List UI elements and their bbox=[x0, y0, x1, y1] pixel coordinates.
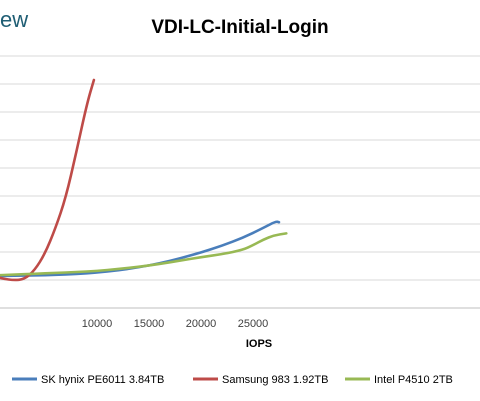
series-group bbox=[0, 78, 288, 282]
legend-label: Samsung 983 1.92TB bbox=[222, 374, 328, 386]
x-axis-label: IOPS bbox=[246, 338, 272, 350]
legend-label: Intel P4510 2TB bbox=[374, 374, 453, 386]
legend-label: SK hynix PE6011 3.84TB bbox=[41, 374, 164, 386]
x-tick-label: 25000 bbox=[238, 318, 269, 330]
x-tick-label: 20000 bbox=[186, 318, 217, 330]
x-tick-label: 15000 bbox=[134, 318, 165, 330]
series-line-2 bbox=[0, 78, 96, 282]
brand-logo-fragment: ew bbox=[0, 7, 28, 32]
gridlines bbox=[0, 55, 480, 309]
series-line-3 bbox=[0, 232, 288, 277]
x-axis-ticks: 010000150002000025000 bbox=[82, 318, 269, 330]
chart-title: VDI-LC-Initial-Login bbox=[151, 17, 328, 38]
x-tick-label: 10000 bbox=[82, 318, 113, 330]
legend: SK hynix PE6011 3.84TB Samsung 983 1.92TB… bbox=[12, 374, 453, 386]
